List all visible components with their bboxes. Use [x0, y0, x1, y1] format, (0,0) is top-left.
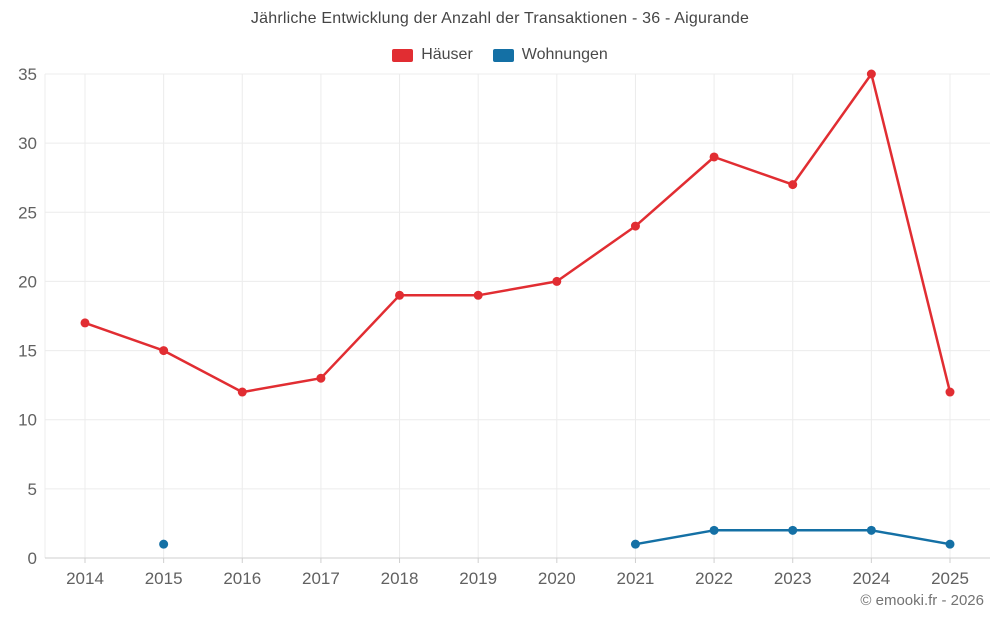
data-point — [788, 180, 798, 190]
y-tick-label: 0 — [28, 549, 37, 568]
data-point — [473, 290, 483, 300]
data-point — [945, 539, 955, 549]
x-tick-label: 2022 — [695, 569, 733, 588]
x-tick-label: 2014 — [66, 569, 104, 588]
data-point — [709, 152, 719, 162]
data-point — [80, 318, 90, 328]
data-point — [945, 387, 955, 397]
legend-label-wohnungen: Wohnungen — [521, 46, 608, 63]
legend-label-haeuser: Häuser — [421, 46, 473, 63]
data-point — [866, 69, 876, 79]
x-tick-label: 2020 — [538, 569, 576, 588]
x-tick-label: 2019 — [459, 569, 497, 588]
data-point — [866, 525, 876, 535]
chart-title: Jährliche Entwicklung der Anzahl der Tra… — [250, 10, 750, 27]
data-point — [788, 525, 798, 535]
data-point — [159, 346, 169, 356]
x-tick-label: 2018 — [381, 569, 419, 588]
y-tick-label: 35 — [18, 65, 37, 84]
data-point — [237, 387, 247, 397]
x-tick-label: 2021 — [617, 569, 655, 588]
x-tick-label: 2016 — [223, 569, 261, 588]
data-point — [395, 290, 405, 300]
x-tick-label: 2024 — [852, 569, 890, 588]
data-point — [630, 221, 640, 231]
legend-swatch-haeuser-icon — [392, 48, 414, 62]
x-tick-label: 2017 — [302, 569, 340, 588]
legend-item-wohnungen[interactable]: Wohnungen — [492, 46, 608, 64]
y-tick-label: 20 — [18, 272, 37, 291]
y-tick-label: 25 — [18, 203, 37, 222]
data-point — [630, 539, 640, 549]
series — [80, 69, 955, 549]
data-point — [159, 539, 169, 549]
data-point — [709, 525, 719, 535]
x-tick-label: 2025 — [931, 569, 969, 588]
legend-swatch-wohnungen-icon — [492, 48, 514, 62]
axes — [44, 74, 990, 563]
copyright-text: © emooki.fr - 2026 — [860, 592, 984, 609]
data-point — [316, 373, 326, 383]
y-tick-label: 30 — [18, 134, 37, 153]
x-tick-label: 2023 — [774, 569, 812, 588]
series-line-0 — [83, 72, 952, 394]
legend-item-haeuser[interactable]: Häuser — [392, 46, 473, 64]
legend: Häuser Wohnungen — [0, 46, 1000, 64]
gridlines — [45, 73, 990, 558]
y-tick-label: 15 — [18, 342, 37, 361]
y-tick-label: 10 — [18, 411, 37, 430]
y-tick-label: 5 — [28, 480, 37, 499]
data-point — [552, 276, 562, 286]
x-tick-label: 2015 — [145, 569, 183, 588]
